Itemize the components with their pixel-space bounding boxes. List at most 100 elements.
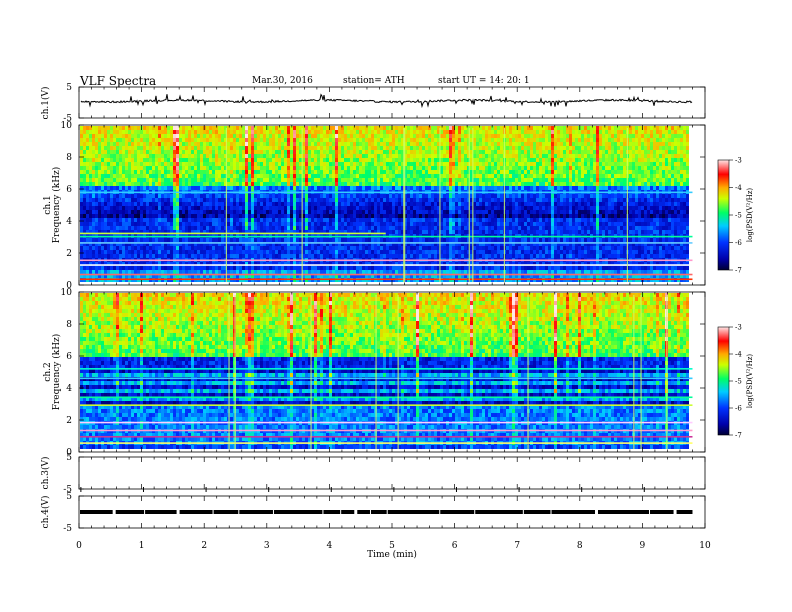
spectrogram-cell (365, 250, 368, 254)
spectrogram-cell (437, 194, 440, 198)
spectrogram-cell (344, 222, 347, 226)
spectrogram-cell (185, 238, 188, 242)
spectrogram-cell (239, 174, 242, 178)
spectrogram-cell (125, 230, 128, 234)
spectrogram-cell (245, 166, 248, 170)
spectrogram-cell (419, 130, 422, 134)
spectrogram-cell (269, 254, 272, 258)
spectrogram-cell (272, 230, 275, 234)
spectrogram-cell (158, 158, 161, 162)
spectrogram-cell (212, 218, 215, 222)
spectrogram-cell (272, 162, 275, 166)
spectrogram-cell (383, 214, 386, 218)
spectrogram-cell (119, 206, 122, 210)
spectrogram-cell (335, 262, 338, 266)
spectrogram-cell (194, 254, 197, 258)
spectrogram-cell (428, 178, 431, 182)
spectrogram-cell (368, 250, 371, 254)
spectrogram-cell (455, 230, 458, 234)
spectrogram-cell (290, 218, 293, 222)
spectrogram-cell (218, 150, 221, 154)
spectrogram-cell (92, 250, 95, 254)
spectrogram-cell (185, 214, 188, 218)
spectrogram-cell (281, 138, 284, 142)
spectrogram-cell (341, 166, 344, 170)
spectrogram-cell (395, 178, 398, 182)
spectrogram-cell (215, 206, 218, 210)
spectrogram-cell (395, 174, 398, 178)
spectrogram-cell (437, 186, 440, 190)
spectrogram-cell (371, 158, 374, 162)
spectrogram-cell (188, 146, 191, 150)
spectrogram-cell (212, 206, 215, 210)
spectrogram-cell (446, 250, 449, 254)
spectrogram-cell (446, 146, 449, 150)
spectrogram-cell (155, 218, 158, 222)
spectrogram-cell (392, 162, 395, 166)
spectrogram-cell (398, 210, 401, 214)
spectrogram-cell (335, 230, 338, 234)
spectrogram-cell (143, 154, 146, 158)
spectrogram-cell (374, 230, 377, 234)
spectrogram-cell (365, 230, 368, 234)
spectrogram-cell (398, 182, 401, 186)
spectrogram-cell (194, 218, 197, 222)
spectrogram-cell (392, 138, 395, 142)
spectrogram-cell (188, 246, 191, 250)
spectrogram-cell (227, 250, 230, 254)
spectrogram-cell (446, 262, 449, 266)
spectrogram-cell (380, 174, 383, 178)
spectrogram-cell (206, 150, 209, 154)
spectrogram-cell (113, 262, 116, 266)
spectrogram-cell (413, 162, 416, 166)
spectrogram-cell (311, 262, 314, 266)
spectrogram-cell (119, 138, 122, 142)
spectrogram-cell (368, 218, 371, 222)
spectrogram-cell (311, 198, 314, 202)
spectrogram-cell (254, 202, 257, 206)
spectrogram-cell (182, 130, 185, 134)
spectrogram-cell (110, 170, 113, 174)
spectrogram-cell (308, 266, 311, 270)
spectrogram-cell (272, 130, 275, 134)
spectrogram-cell (161, 262, 164, 266)
spectrogram-cell (329, 166, 332, 170)
spectrogram-cell (236, 166, 239, 170)
spectrogram-cell (455, 150, 458, 154)
spectrogram-cell (275, 130, 278, 134)
spectrogram-cell (128, 146, 131, 150)
spectrogram-cell (128, 174, 131, 178)
spectrogram-cell (236, 162, 239, 166)
spectrogram-cell (122, 230, 125, 234)
spectrogram-cell (92, 126, 95, 130)
spectrogram-cell (254, 254, 257, 258)
spectrogram-cell (404, 222, 407, 226)
spectrogram-cell (164, 182, 167, 186)
spectrogram-cell (416, 198, 419, 202)
spectrogram-cell (326, 174, 329, 178)
spectrogram-cell (257, 138, 260, 142)
spectrogram-cell (212, 198, 215, 202)
spectrogram-cell (212, 210, 215, 214)
spectrogram-cell (281, 182, 284, 186)
spectrogram-cell (233, 254, 236, 258)
spectrogram-cell (194, 166, 197, 170)
spectrogram-cell (149, 270, 152, 274)
spectrogram-cell (170, 170, 173, 174)
spectrogram-cell (188, 182, 191, 186)
spectrogram-cell (437, 254, 440, 258)
spectrogram-cell (419, 262, 422, 266)
spectrogram-cell (329, 218, 332, 222)
spectrogram-cell (344, 202, 347, 206)
spectrogram-cell (95, 186, 98, 190)
spectrogram-cell (89, 138, 92, 142)
spectrogram-cell (449, 274, 452, 278)
spectrogram-cell (188, 158, 191, 162)
spectrogram-cell (428, 274, 431, 278)
spectrogram-cell (152, 266, 155, 270)
spectrogram-cell (161, 218, 164, 222)
spectrogram-cell (257, 250, 260, 254)
spectrogram-cell (248, 242, 251, 246)
spectrogram-cell (425, 194, 428, 198)
spectrogram-cell (194, 138, 197, 142)
